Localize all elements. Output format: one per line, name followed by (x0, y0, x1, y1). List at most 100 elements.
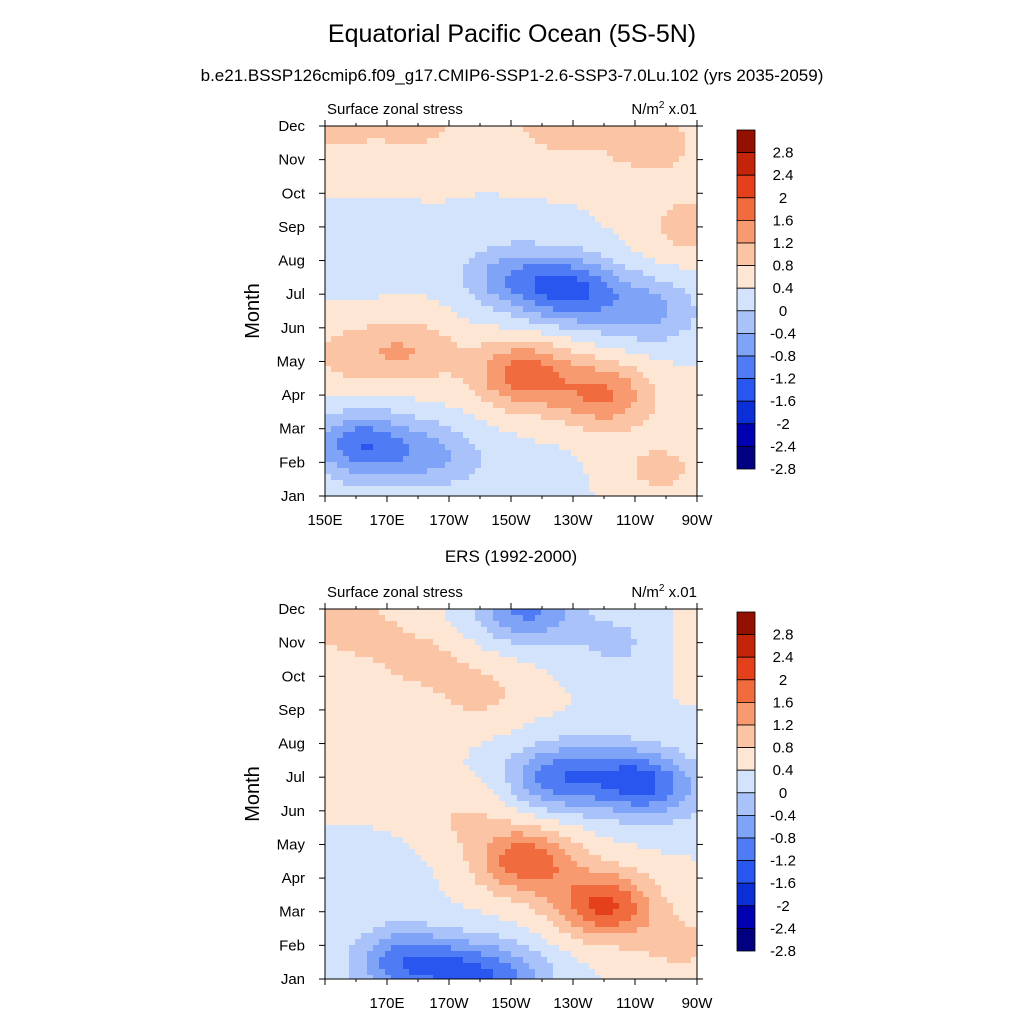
contour-cell (655, 192, 662, 199)
contour-cell (541, 366, 548, 373)
contour-cell (475, 402, 482, 409)
contour-cell (385, 651, 392, 658)
contour-cell (493, 318, 500, 325)
contour-cell (613, 204, 620, 211)
contour-cell (583, 168, 590, 175)
contour-cell (403, 378, 410, 385)
contour-cell (607, 480, 614, 487)
contour-cell (463, 300, 470, 307)
contour-cell (481, 663, 488, 670)
contour-cell (541, 360, 548, 367)
contour-cell (685, 432, 692, 439)
contour-cell (427, 288, 434, 295)
contour-cell (673, 390, 680, 397)
contour-cell (655, 264, 662, 271)
contour-cell (421, 687, 428, 694)
contour-cell (655, 366, 662, 373)
contour-cell (583, 312, 590, 319)
contour-cell (643, 270, 650, 277)
contour-cell (517, 354, 524, 361)
contour-cell (409, 204, 416, 211)
contour-cell (463, 492, 470, 496)
contour-cell (631, 396, 638, 403)
contour-cell (529, 138, 536, 145)
panel-1: JanFebMarAprMayJunJulAugSepOctNovDec150E… (242, 100, 796, 529)
contour-cell (547, 693, 554, 700)
contour-cell (343, 186, 350, 193)
contour-cell (499, 210, 506, 217)
contour-cell (487, 192, 494, 199)
contour-cell (325, 693, 332, 700)
contour-cell (391, 312, 398, 319)
contour-cell (625, 282, 632, 289)
contour-cell (523, 486, 530, 493)
contour-cell (649, 378, 656, 385)
contour-cell (463, 270, 470, 277)
contour-cell (475, 228, 482, 235)
contour-cell (511, 444, 518, 451)
contour-cell (673, 450, 680, 457)
contour-cell (553, 663, 560, 670)
contour-cell (553, 651, 560, 658)
contour-cell (409, 687, 416, 694)
contour-cell (523, 156, 530, 163)
contour-cell (469, 180, 476, 187)
contour-cell (649, 438, 656, 445)
contour-cell (619, 138, 626, 145)
contour-cell (649, 396, 656, 403)
contour-cell (565, 330, 572, 337)
contour-cell (649, 372, 656, 379)
contour-cell (577, 462, 584, 469)
contour-cell (595, 210, 602, 217)
contour-cell (655, 204, 662, 211)
contour-cell (505, 438, 512, 445)
contour-cell (577, 657, 584, 664)
contour-cell (577, 384, 584, 391)
contour-cell (547, 669, 554, 676)
contour-cell (613, 633, 620, 640)
contour-cell (601, 414, 608, 421)
contour-cell (325, 264, 332, 271)
contour-cell (631, 627, 638, 634)
contour-cell (565, 366, 572, 373)
contour-cell (493, 693, 500, 700)
contour-cell (415, 438, 422, 445)
contour-cell (517, 663, 524, 670)
contour-cell (499, 342, 506, 349)
contour-cell (421, 657, 428, 664)
contour-cell (469, 222, 476, 229)
contour-cell (355, 324, 362, 331)
contour-cell (355, 246, 362, 253)
contour-cell (649, 174, 656, 181)
contour-cell (589, 633, 596, 640)
contour-cell (661, 633, 668, 640)
contour-cell (505, 420, 512, 427)
contour-cell (475, 180, 482, 187)
contour-cell (415, 390, 422, 397)
contour-cell (439, 276, 446, 283)
contour-cell (613, 414, 620, 421)
contour-cell (457, 204, 464, 211)
contour-cell (325, 360, 332, 367)
contour-cell (583, 651, 590, 658)
contour-cell (361, 306, 368, 313)
contour-cell (505, 468, 512, 475)
contour-cell (547, 354, 554, 361)
contour-cell (487, 609, 494, 616)
contour-cell (325, 144, 332, 151)
contour-cell (547, 240, 554, 247)
contour-cell (403, 312, 410, 319)
contour-cell (349, 210, 356, 217)
contour-cell (433, 420, 440, 427)
contour-cell (565, 300, 572, 307)
contour-cell (367, 198, 374, 205)
contour-cell (397, 282, 404, 289)
contour-cell (379, 336, 386, 343)
contour-cell (565, 210, 572, 217)
contour-cell (553, 693, 560, 700)
contour-cell (337, 420, 344, 427)
contour-cell (331, 288, 338, 295)
contour-cell (349, 192, 356, 199)
contour-cell (649, 306, 656, 313)
contour-cell (337, 342, 344, 349)
